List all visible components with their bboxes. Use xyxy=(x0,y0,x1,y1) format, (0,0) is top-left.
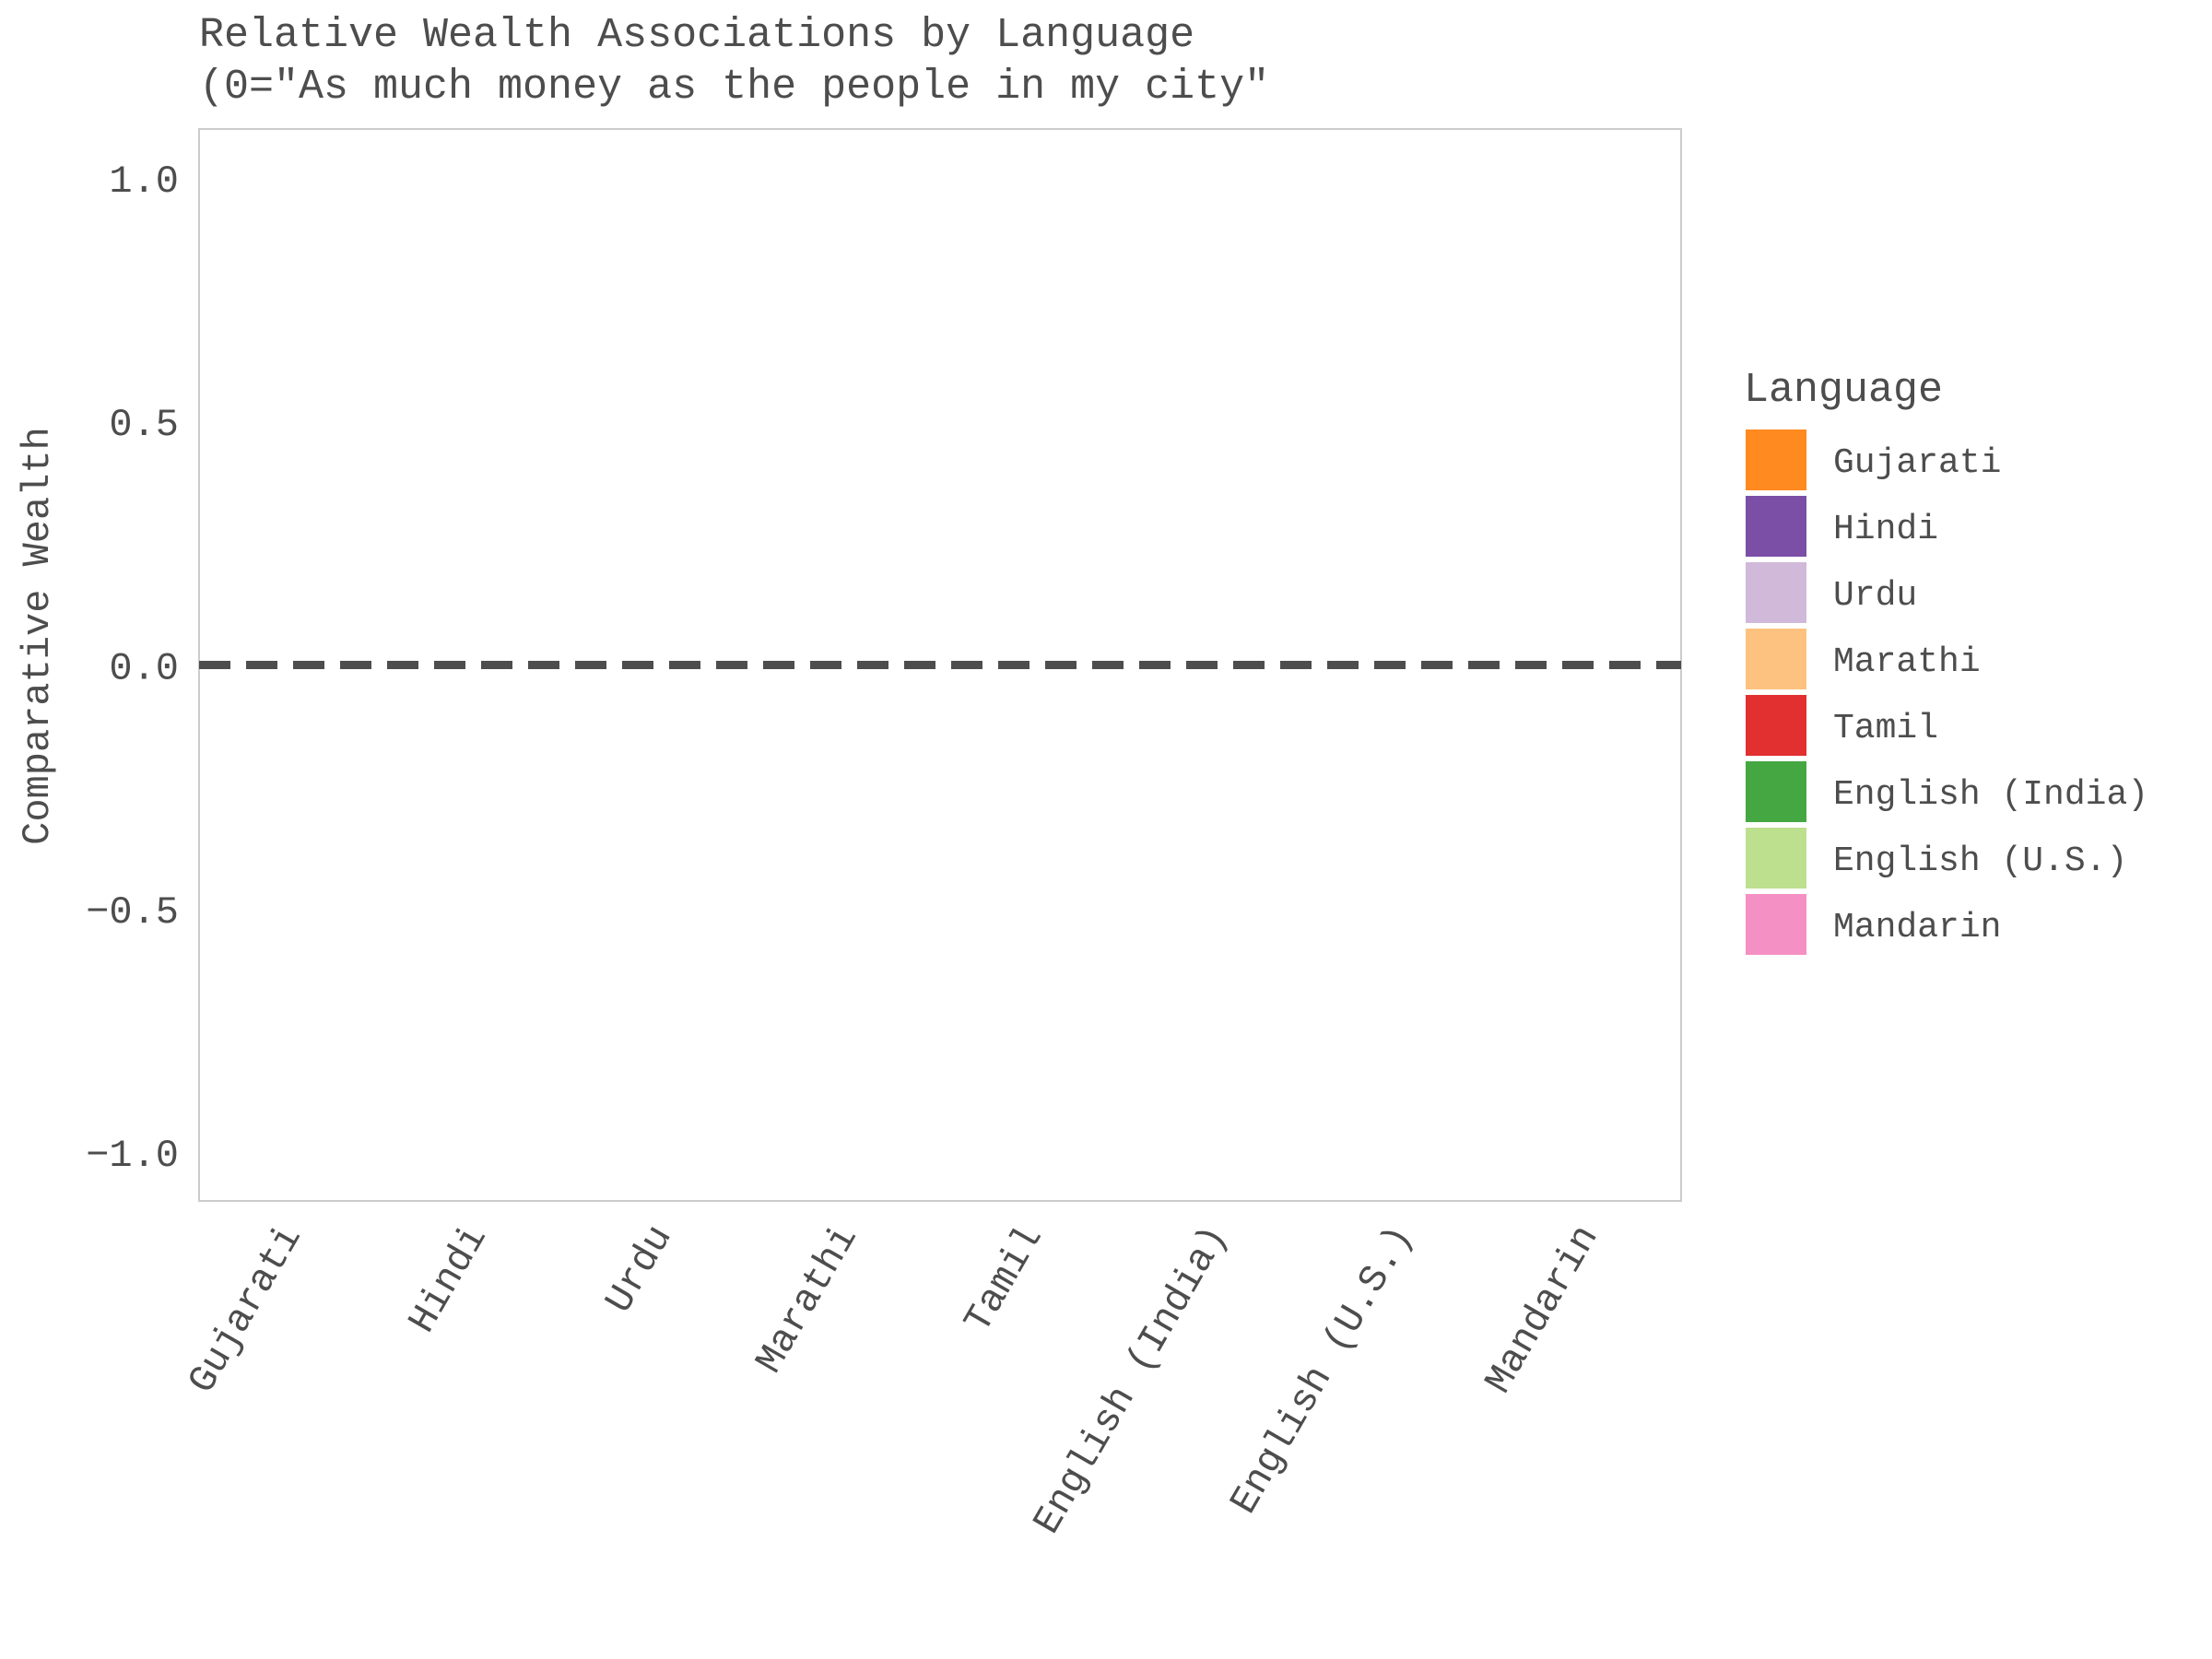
legend-swatch-mandarin xyxy=(1744,892,1808,957)
legend-swatch-urdu xyxy=(1744,560,1808,625)
legend: Gujarati Hindi Urdu Marathi Tamil English (In… xyxy=(1744,428,2148,957)
x-tick-label: Tamil xyxy=(956,1218,1053,1341)
legend-label-urdu: Urdu xyxy=(1833,576,1917,616)
x-tick-label: Hindi xyxy=(400,1218,497,1341)
legend-label-tamil: Tamil xyxy=(1833,709,1938,748)
chart-title: Relative Wealth Associations by Language xyxy=(199,12,1194,59)
legend-swatch-english-u-s xyxy=(1744,826,1808,890)
legend-label-gujarati: Gujarati xyxy=(1833,443,2001,483)
y-tick-label: −1.0 xyxy=(86,1134,179,1178)
y-axis-label: Comparative Wealth xyxy=(16,427,60,845)
x-tick-label: Mandarin xyxy=(1477,1218,1607,1402)
legend-label-english-u-s: English (U.S.) xyxy=(1833,841,2127,881)
legend-swatch-gujarati xyxy=(1744,428,1808,492)
legend-label-marathi: Marathi xyxy=(1833,642,1981,682)
x-tick-label: English (India) xyxy=(1025,1218,1238,1542)
x-tick-label: Gujarati xyxy=(180,1218,311,1402)
chart-subtitle: (0="As much money as the people in my ci… xyxy=(199,64,1269,111)
y-axis-ticks: 1.0 0.5 0.0 −0.5 −1.0 xyxy=(86,159,179,1178)
x-tick-label: English (U.S.) xyxy=(1222,1218,1423,1523)
y-tick-label: 1.0 xyxy=(109,159,179,204)
x-tick-label: Marathi xyxy=(747,1218,867,1382)
legend-swatch-tamil xyxy=(1744,693,1808,758)
x-tick-label: Urdu xyxy=(597,1218,682,1321)
legend-swatch-marathi xyxy=(1744,627,1808,691)
legend-label-mandarin: Mandarin xyxy=(1833,908,2001,947)
legend-swatch-english-india xyxy=(1744,759,1808,824)
legend-swatch-hindi xyxy=(1744,494,1808,559)
legend-label-english-india: English (India) xyxy=(1833,775,2148,815)
y-tick-label: 0.5 xyxy=(109,403,179,447)
y-tick-label: −0.5 xyxy=(86,890,179,935)
legend-title: Language xyxy=(1744,367,1943,414)
y-tick-label: 0.0 xyxy=(109,647,179,691)
legend-label-hindi: Hindi xyxy=(1833,510,1938,549)
plot-frame xyxy=(198,128,1682,1202)
